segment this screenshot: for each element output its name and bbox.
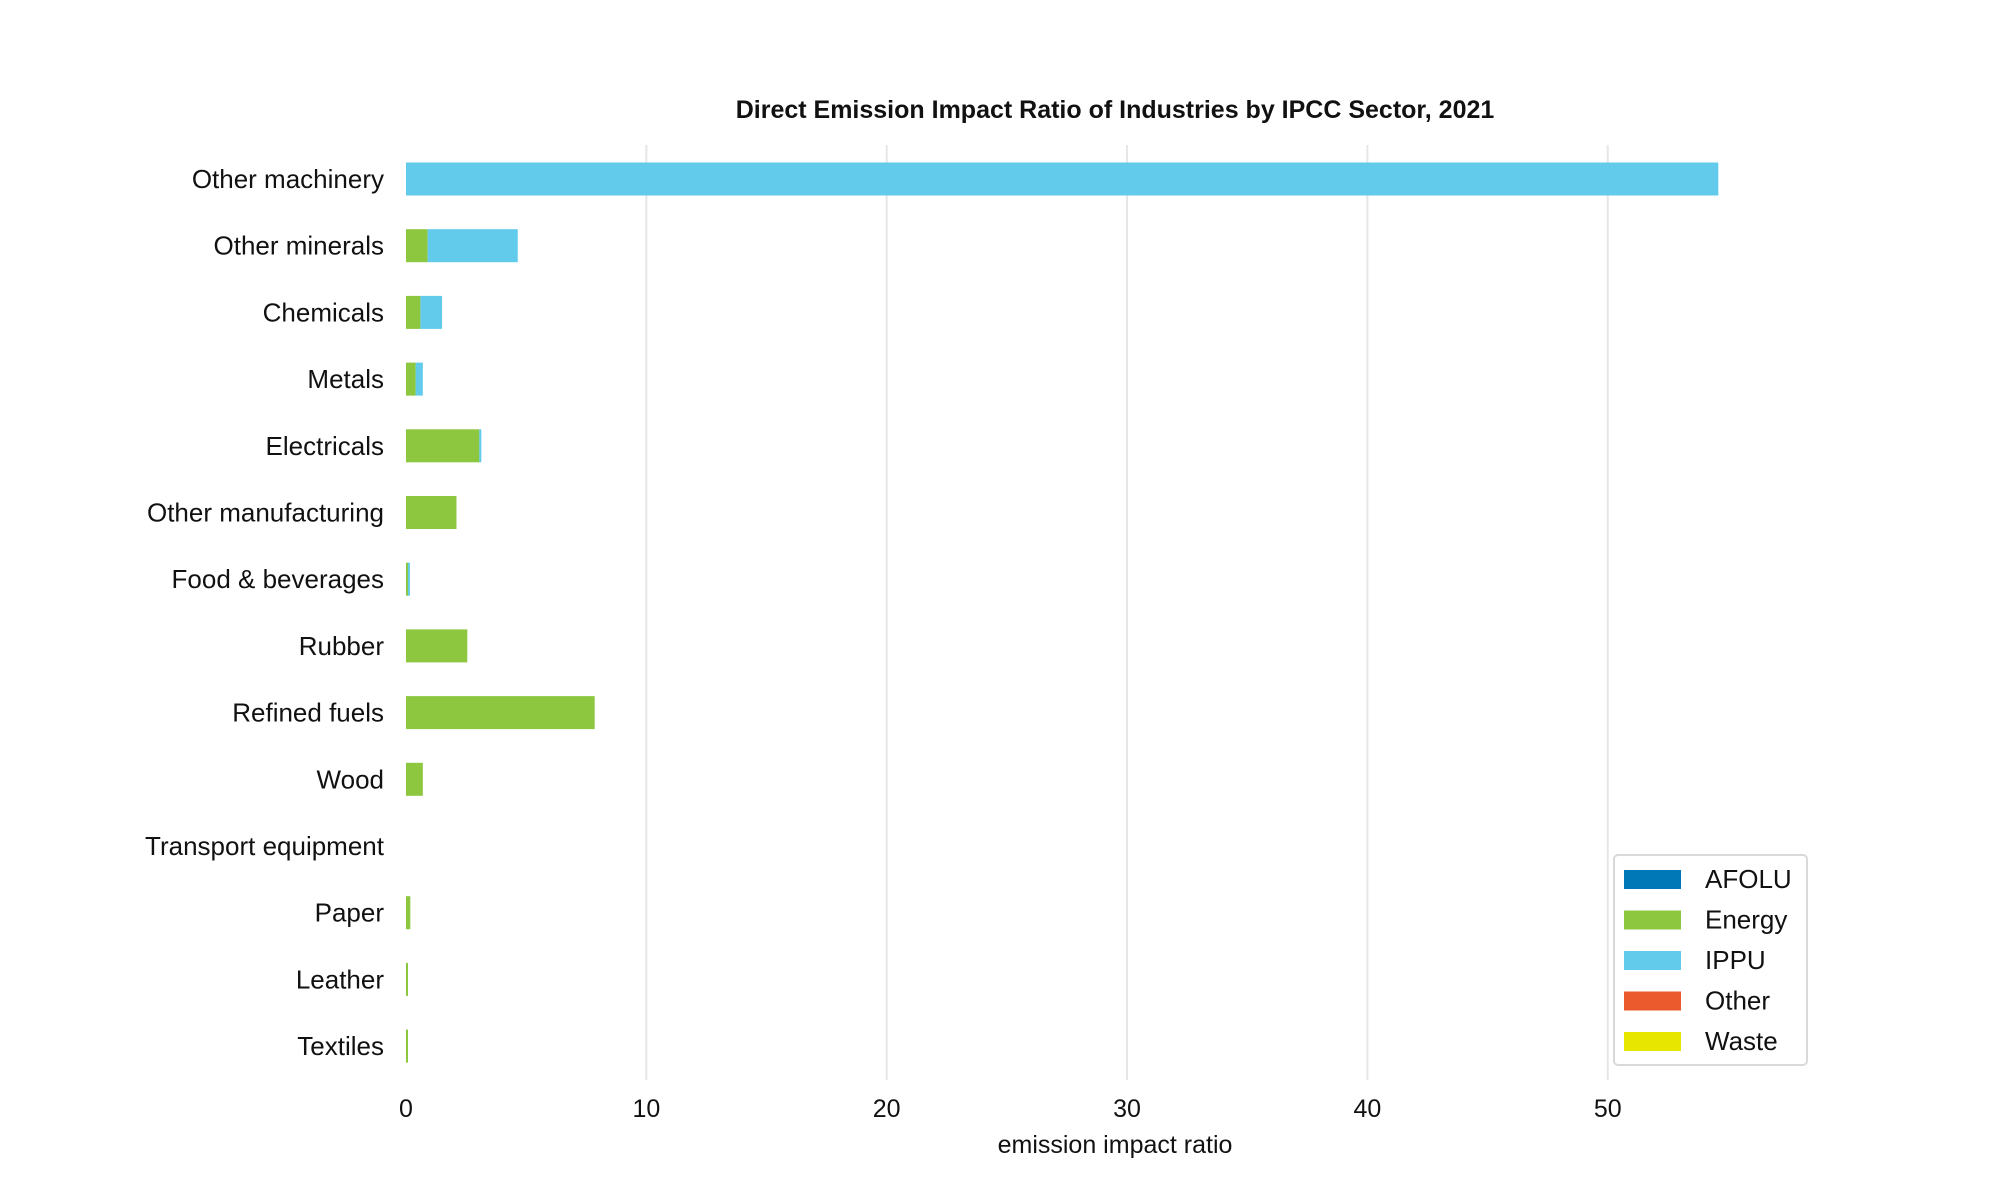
bar-segment-energy	[406, 1029, 408, 1063]
legend-label: IPPU	[1705, 945, 1766, 975]
bar-segment-energy	[406, 429, 480, 463]
x-tick-label: 50	[1594, 1095, 1622, 1123]
bar-segment-energy	[406, 962, 408, 996]
legend-swatch-energy	[1624, 910, 1681, 930]
category-label: Wood	[317, 764, 384, 794]
bar-segment-energy	[406, 496, 457, 529]
bar-segment-ippu	[407, 562, 410, 596]
bar-segment-ippu	[415, 362, 423, 396]
legend-swatch-ippu	[1624, 951, 1681, 970]
category-label: Refined fuels	[232, 698, 384, 728]
bar-segment-ippu	[406, 162, 1719, 196]
bar-segment-energy	[406, 295, 421, 329]
bar-segment-energy	[406, 562, 408, 596]
category-label: Chemicals	[263, 297, 384, 327]
x-tick-label: 20	[873, 1095, 901, 1123]
category-label: Food & beverages	[172, 564, 384, 594]
category-label: Leather	[296, 964, 385, 994]
x-tick-label: 0	[399, 1095, 413, 1123]
category-label: Electricals	[266, 431, 384, 461]
legend-swatch-other	[1624, 991, 1681, 1011]
x-tick-label: 10	[632, 1095, 660, 1123]
legend: AFOLU Energy IPPU Other Waste	[1613, 854, 1808, 1066]
legend-label: Waste	[1705, 1026, 1778, 1056]
bar-segment-ippu	[420, 295, 443, 329]
legend-items: AFOLU Energy IPPU Other Waste	[1624, 864, 1792, 1056]
x-axis-label: emission impact ratio	[998, 1131, 1233, 1159]
labels-layer: 0 10 20 30 40 50 Other machinery Other minerals…	[145, 164, 1622, 1123]
category-label: Other minerals	[214, 231, 385, 261]
category-label: Other machinery	[192, 164, 384, 194]
legend-label: Other	[1705, 986, 1770, 1016]
bar-segment-energy	[406, 762, 423, 796]
legend-label: Energy	[1705, 905, 1787, 935]
x-tick-label: 30	[1113, 1095, 1141, 1123]
bar-segment-ippu	[427, 229, 518, 263]
legend-label: AFOLU	[1705, 864, 1792, 894]
legend-frame	[1613, 854, 1808, 1066]
category-label: Rubber	[299, 631, 385, 661]
bars-layer	[406, 162, 1719, 1063]
legend-swatch-afolu	[1624, 870, 1681, 889]
category-label: Other manufacturing	[147, 498, 384, 528]
category-label: Textiles	[297, 1031, 384, 1061]
grid-layer	[645, 145, 1609, 1080]
bar-segment-energy	[406, 896, 411, 930]
bar-segment-energy	[406, 696, 595, 730]
x-tick-label: 40	[1353, 1095, 1381, 1123]
category-label: Transport equipment	[145, 831, 385, 861]
chart-title: Direct Emission Impact Ratio of Industri…	[736, 96, 1495, 124]
legend-swatch-waste	[1624, 1032, 1681, 1051]
bar-segment-energy	[406, 629, 468, 663]
bar-segment-energy	[406, 229, 428, 263]
bar-segment-energy	[406, 362, 416, 396]
bar-segment-ippu	[479, 429, 482, 463]
category-label: Metals	[307, 364, 384, 394]
category-label: Paper	[315, 898, 385, 928]
